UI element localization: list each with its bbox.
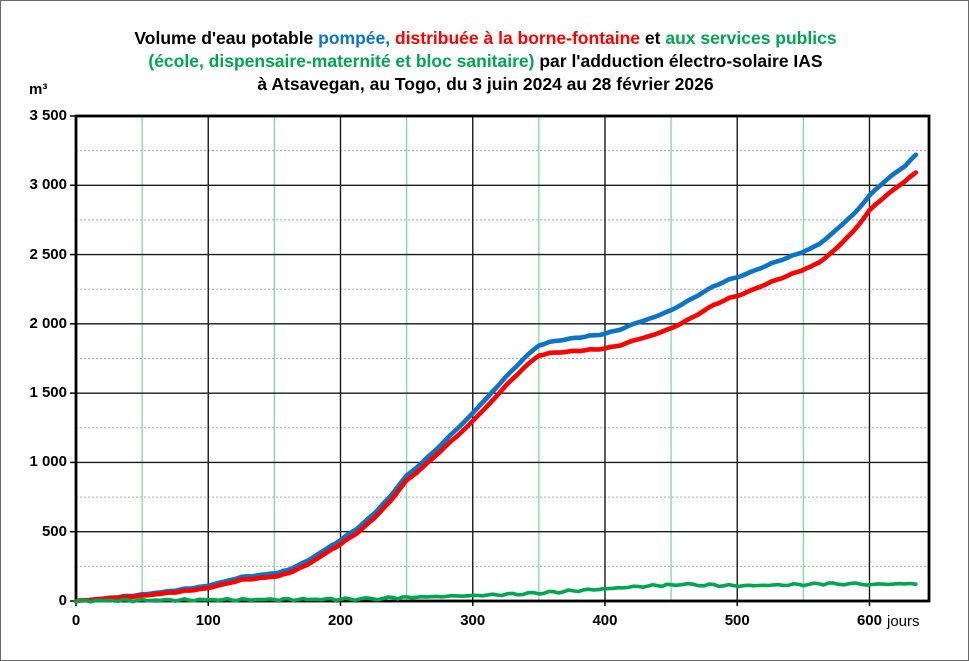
title-segment: par l'adduction électro-solaire IAS (534, 51, 823, 71)
title-segment-borne-fontaine: distribuée à la borne-fontaine (395, 28, 641, 48)
y-axis-tick-label: 1 000 (29, 453, 67, 471)
x-axis-tick-label: 100 (195, 612, 221, 629)
title-segment-pompee: pompée, (318, 28, 391, 48)
x-axis-tick-label: 300 (460, 612, 486, 629)
plot-border (74, 114, 931, 603)
x-axis-tick-label: 0 (71, 612, 81, 629)
chart-title-line-2: (école, dispensaire-maternité et bloc sa… (1, 51, 968, 72)
x-axis-unit-label: jours (887, 613, 920, 630)
series-line-borne-fontaine (73, 170, 919, 604)
y-axis-tick-label: 3 500 (29, 107, 67, 124)
y-axis-tick-label: 0 (58, 592, 67, 609)
title-segment-ecole: (école, dispensaire-maternité et bloc sa… (148, 51, 535, 71)
chart-plot (70, 114, 931, 606)
title-segment-services-publics: aux services publics (665, 28, 837, 48)
chart-title-line-3: à Atsavegan, au Togo, du 3 juin 2024 au … (1, 74, 968, 95)
y-axis-tick-label: 500 (41, 522, 67, 540)
series-line-services-publics (74, 581, 918, 604)
y-axis-tick-label: 1 500 (29, 384, 67, 402)
title-segment-location: à Atsavegan, au Togo, du 3 juin 2024 au … (257, 74, 714, 94)
chart-title-line-1: Volume d'eau potable pompée, distribuée … (1, 28, 968, 49)
title-segment: Volume d'eau potable (134, 28, 319, 48)
x-axis-tick-label: 600 (856, 612, 882, 629)
x-axis-tick-label: 200 (327, 612, 353, 629)
x-axis-tick-label: 500 (724, 612, 750, 629)
y-axis-unit-label: m³ (29, 81, 48, 98)
y-axis-tick-label: 2 000 (29, 314, 67, 332)
title-segment: et (640, 28, 666, 48)
y-axis-tick-label: 3 000 (29, 176, 67, 194)
y-axis-tick-label: 2 500 (29, 245, 67, 263)
x-axis-tick-label: 400 (592, 612, 618, 629)
series-line-pompee (73, 152, 919, 604)
